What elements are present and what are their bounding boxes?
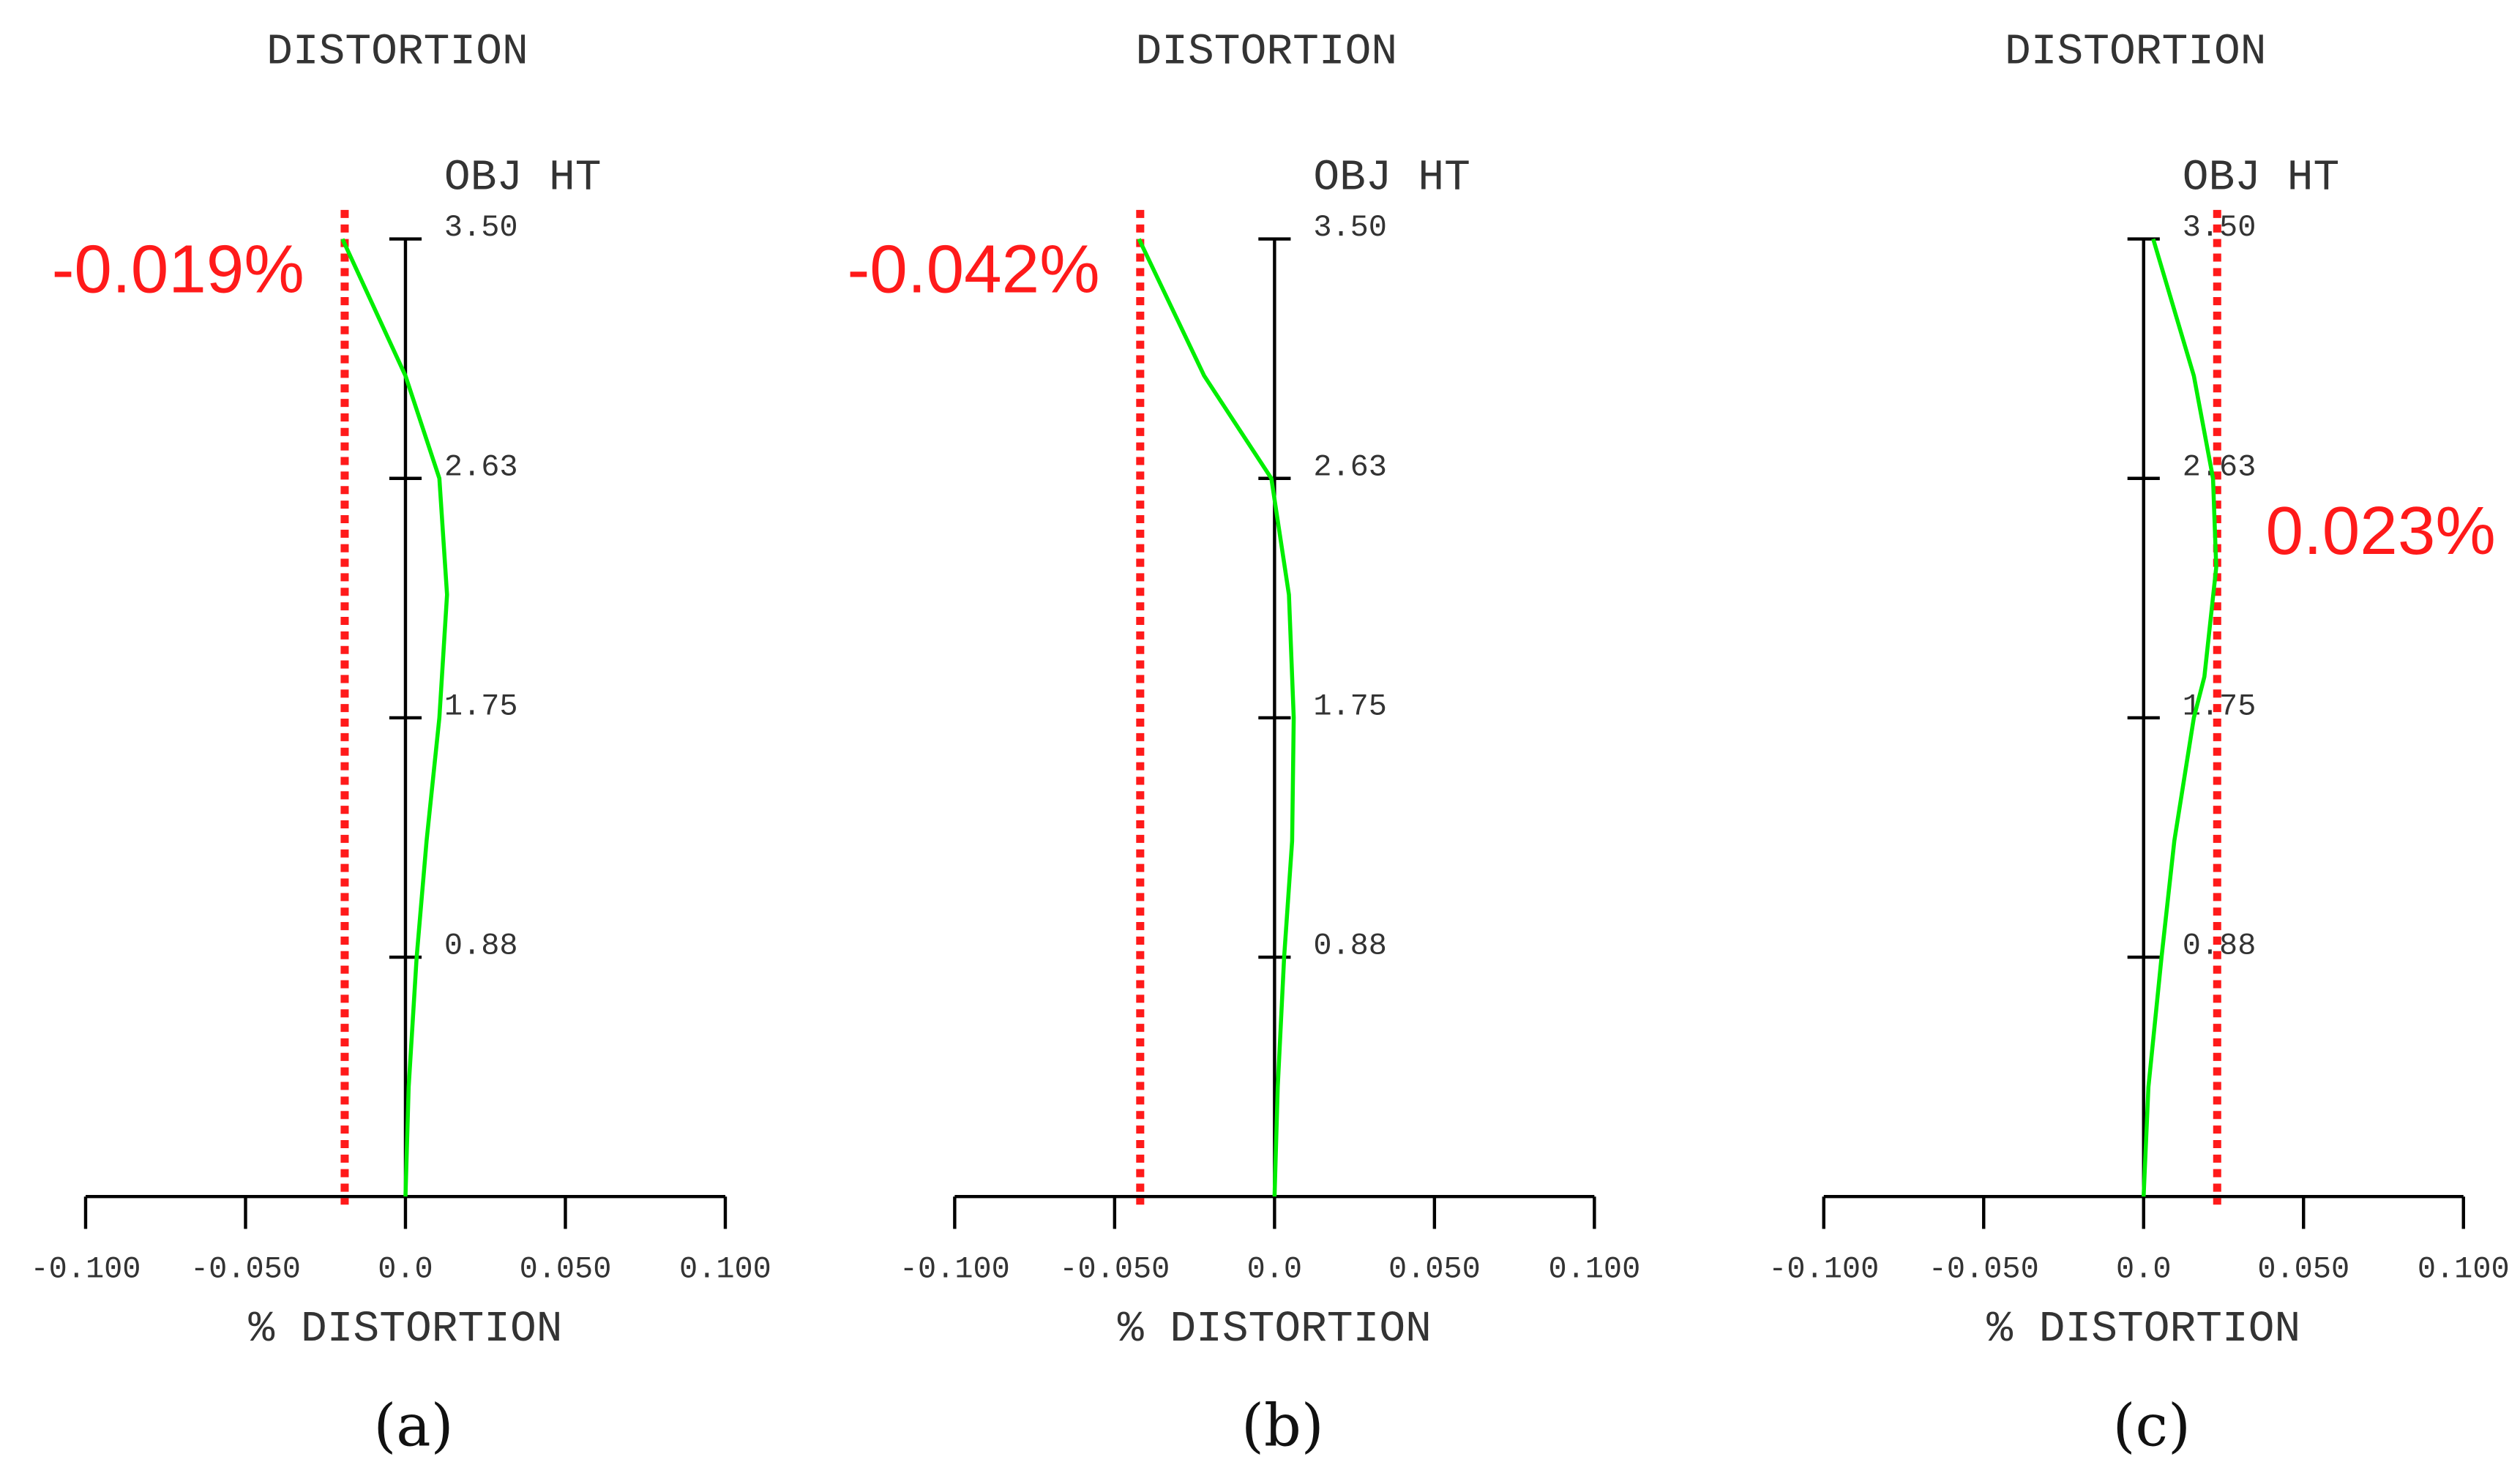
y-tick-label: 1.75 [1313,689,1387,724]
panel-caption: (c) [2113,1392,2191,1460]
x-tick-label: -0.100 [30,1252,141,1287]
x-tick-label: 0.0 [1247,1252,1302,1287]
y-axis-label: OBJ HT [444,152,602,202]
distortion-curve [340,238,449,1197]
panel-caption: (a) [373,1392,453,1460]
marker-label: -0.019% [52,231,304,307]
x-tick-label: -0.050 [190,1252,301,1287]
marker-label: -0.042% [847,231,1099,307]
x-tick-label: -0.100 [900,1252,1010,1287]
y-tick-label: 0.88 [444,929,518,964]
x-tick-label: 0.100 [1548,1252,1640,1287]
distortion-curve [2142,238,2218,1197]
x-tick-label: 0.050 [2257,1252,2349,1287]
marker-label: 0.023% [2265,492,2495,569]
y-axis-label: OBJ HT [1313,152,1470,202]
x-tick-label: 0.050 [520,1252,612,1287]
x-tick-label: -0.050 [1929,1252,2039,1287]
x-tick-label: 0.100 [2418,1252,2510,1287]
panel-caption: (b) [1241,1392,1324,1460]
x-tick-label: 0.0 [378,1252,433,1287]
y-tick-label: 2.63 [1313,449,1387,484]
x-tick-label: 0.100 [679,1252,771,1287]
x-tick-label: 0.0 [2116,1252,2171,1287]
x-axis-label: % DISTORTION [1986,1304,2300,1354]
x-tick-label: -0.100 [1768,1252,1879,1287]
distortion-curve [1137,238,1296,1197]
y-tick-label: 1.75 [444,689,518,724]
x-tick-label: 0.050 [1388,1252,1481,1287]
x-axis-label: % DISTORTION [1118,1304,1432,1354]
x-tick-label: -0.050 [1059,1252,1170,1287]
chart-title: DISTORTION [1136,26,1398,76]
y-tick-label: 3.50 [1313,210,1387,245]
chart-title: DISTORTION [2005,26,2267,76]
chart-title: DISTORTION [266,26,528,76]
y-tick-label: 2.63 [444,449,518,484]
y-tick-label: 0.88 [1313,929,1387,964]
x-axis-label: % DISTORTION [248,1304,562,1354]
y-tick-label: 3.50 [444,210,518,245]
y-axis-label: OBJ HT [2183,152,2340,202]
